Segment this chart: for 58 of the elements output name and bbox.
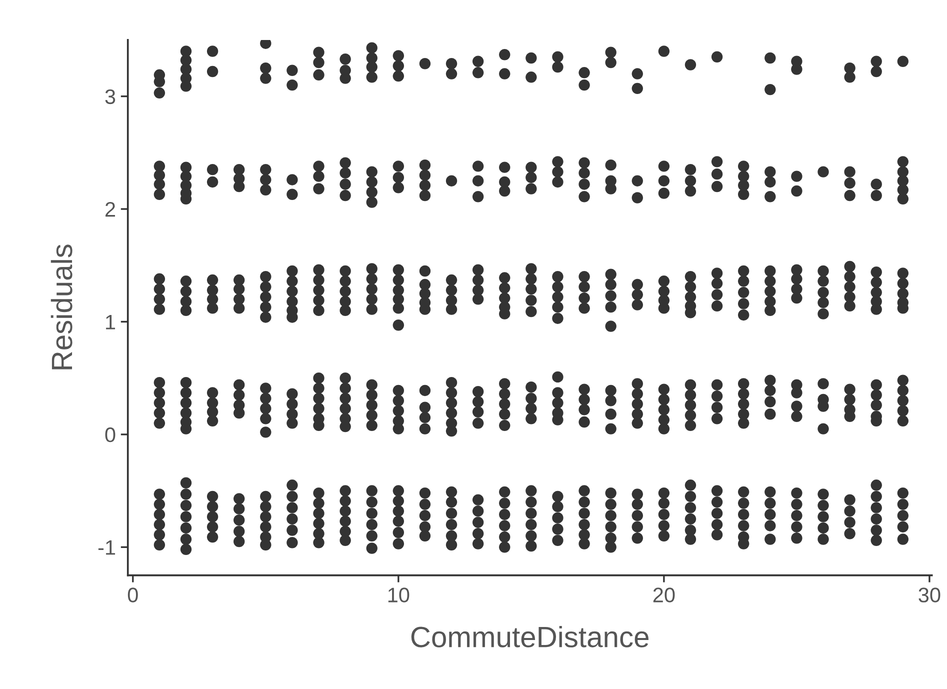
point: [446, 68, 458, 80]
point: [313, 56, 324, 68]
y-tick-label: -1: [98, 540, 116, 555]
x-tick-label: 20: [653, 588, 675, 602]
point: [870, 56, 882, 67]
point: [206, 46, 218, 57]
point: [313, 69, 324, 80]
point: [658, 46, 670, 57]
y-tick-label: 1: [106, 314, 116, 330]
point: [366, 72, 378, 83]
point: [366, 61, 378, 73]
point: [392, 50, 404, 62]
y-tick-label: 3: [105, 89, 116, 104]
point: [260, 62, 272, 74]
point: [154, 87, 166, 99]
point: [764, 84, 776, 96]
point: [366, 42, 378, 54]
x-tick-label: 0: [128, 588, 138, 602]
x-tick-label: 30: [918, 588, 940, 602]
x-axis-title: CommuteDistance: [411, 626, 649, 648]
x-tick-label: 10: [388, 588, 410, 602]
point: [392, 70, 404, 82]
point: [632, 82, 643, 94]
point: [684, 59, 696, 70]
point: [844, 72, 856, 83]
point: [260, 40, 272, 49]
point: [526, 72, 537, 83]
y-tick-label: 0: [105, 427, 116, 442]
point: [472, 56, 484, 67]
point: [605, 56, 616, 68]
point: [632, 68, 643, 80]
point: [286, 64, 298, 76]
point: [499, 68, 510, 80]
point: [340, 54, 351, 65]
point: [419, 58, 431, 70]
y-axis-title: Residuals: [50, 244, 72, 370]
point: [711, 51, 723, 62]
point: [605, 46, 616, 58]
y-tick-label: 2: [106, 202, 115, 217]
point: [578, 67, 590, 78]
point: [552, 61, 564, 73]
point: [764, 52, 776, 64]
point: [313, 46, 324, 58]
point: [791, 64, 802, 75]
point: [260, 72, 272, 84]
point: [897, 56, 909, 67]
point: [526, 52, 537, 64]
point: [446, 58, 458, 70]
point: [392, 60, 404, 72]
point: [552, 51, 564, 62]
point: [499, 49, 510, 60]
point: [286, 79, 298, 91]
point: [870, 66, 882, 78]
point: [340, 72, 351, 84]
point: [206, 66, 218, 78]
point: [472, 67, 484, 78]
point: [180, 80, 192, 92]
point: [578, 79, 590, 91]
